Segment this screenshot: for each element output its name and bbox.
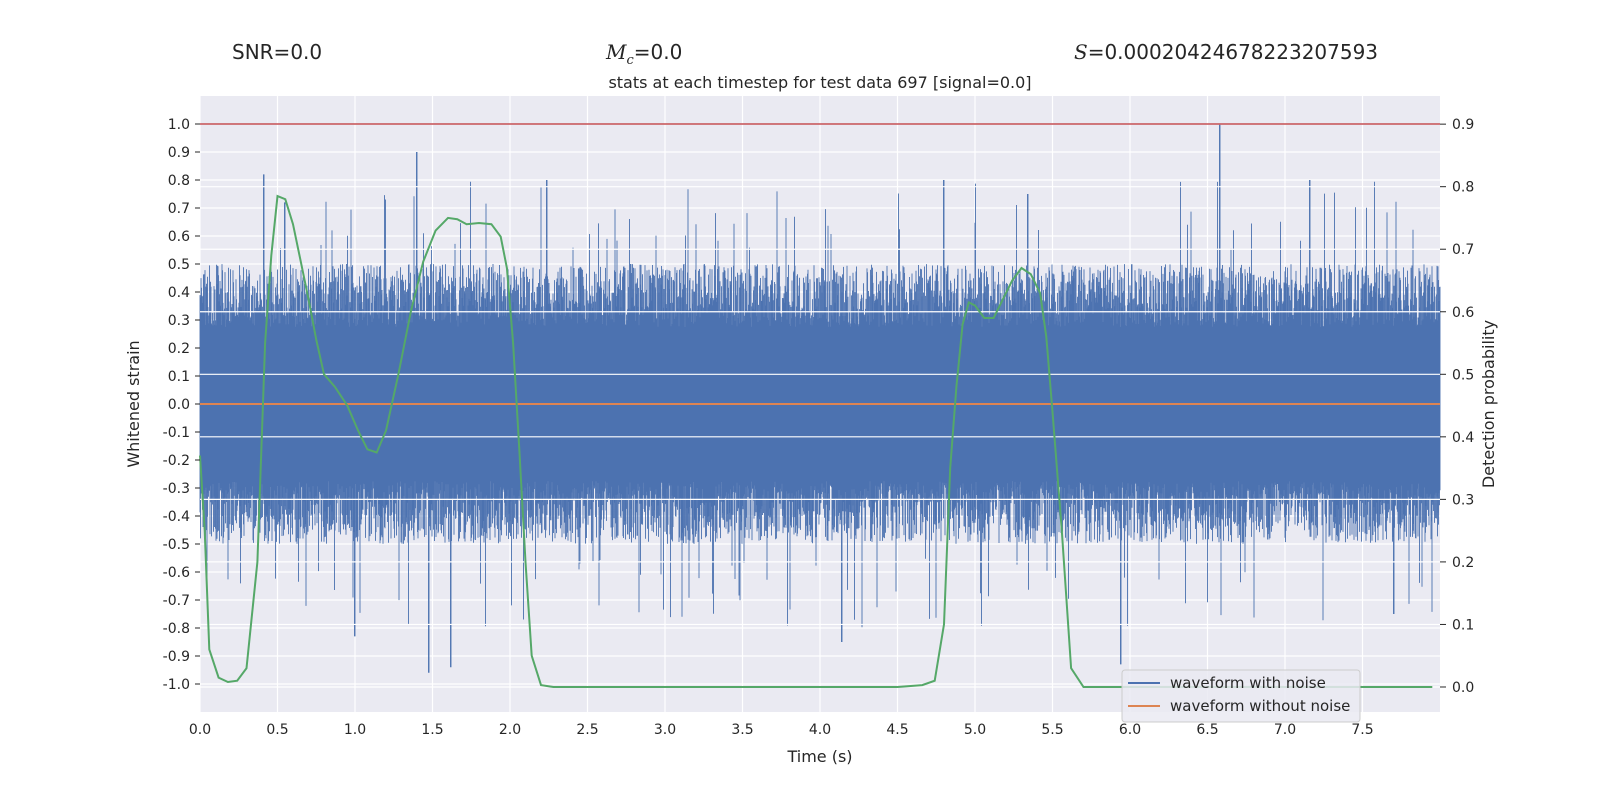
y-tick-label: 0.4 xyxy=(168,285,190,301)
y2-tick-label: 0.0 xyxy=(1452,680,1474,696)
x-tick-label: 6.0 xyxy=(1119,722,1141,738)
x-tick-label: 0.0 xyxy=(189,722,211,738)
snr-label: SNR=0.0 xyxy=(232,40,322,64)
snr-label-text: SNR= xyxy=(232,40,291,64)
y-tick-label: -0.5 xyxy=(163,537,190,553)
snr-value: 0.0 xyxy=(290,40,323,64)
y2-tick-label: 0.6 xyxy=(1452,305,1474,321)
x-tick-label: 7.5 xyxy=(1351,722,1373,738)
x-tick-label: 7.0 xyxy=(1274,722,1296,738)
y-tick-label: -0.1 xyxy=(163,425,190,441)
mc-value: =0.0 xyxy=(633,40,683,64)
mc-subscript: c xyxy=(626,53,634,68)
x-tick-label: 5.5 xyxy=(1041,722,1063,738)
y-tick-label: 0.2 xyxy=(168,341,190,357)
x-tick-label: 4.0 xyxy=(809,722,831,738)
y-tick-label: -0.8 xyxy=(163,621,190,637)
y-tick-label: 0.5 xyxy=(168,257,190,273)
x-tick-label: 3.5 xyxy=(731,722,753,738)
x-axis-ticks: 0.0 0.5 1.0 1.5 2.0 2.5 3.0 3.5 4.0 4.5 5.0 5.5 6.0 6… xyxy=(189,722,1374,738)
x-tick-label: 0.5 xyxy=(266,722,288,738)
legend-label-noise: waveform with noise xyxy=(1170,674,1326,692)
y2-tick-label: 0.9 xyxy=(1452,117,1474,133)
y2-tick-label: 0.2 xyxy=(1452,555,1474,571)
s-statistic-label: S=0.0002042467822320759​3 xyxy=(1074,40,1378,64)
mc-symbol: M xyxy=(606,40,627,64)
y-tick-label: 0.8 xyxy=(168,173,190,189)
y2-tick-label: 0.3 xyxy=(1452,492,1474,508)
y2-tick-label: 0.7 xyxy=(1452,242,1474,258)
x-tick-label: 4.5 xyxy=(886,722,908,738)
series-detection-probability-line xyxy=(199,194,1433,688)
s-value: =0.0002042467822320759​3 xyxy=(1087,40,1379,64)
y-tick-label: -1.0 xyxy=(163,677,190,693)
x-tick-label: 5.0 xyxy=(964,722,986,738)
legend: waveform with noise waveform without noi… xyxy=(1121,669,1361,723)
y-axis-ticks: 1.0 0.9 0.8 0.7 0.6 0.5 0.4 0.3 0.2 0.1 0.0 -0.1 -0.… xyxy=(163,117,200,693)
y-tick-label: -0.2 xyxy=(163,453,190,469)
x-tick-label: 1.0 xyxy=(344,722,366,738)
y2-tick-label: 0.4 xyxy=(1452,430,1474,446)
y-tick-label: 0.7 xyxy=(168,201,190,217)
y-tick-label: 0.9 xyxy=(168,145,190,161)
y-tick-label: -0.9 xyxy=(163,649,190,665)
x-tick-label: 6.5 xyxy=(1196,722,1218,738)
chirp-mass-label: Mc=0.0 xyxy=(606,40,682,68)
legend-frame xyxy=(1121,669,1361,723)
x-tick-label: 1.5 xyxy=(421,722,443,738)
y2-tick-label: 0.5 xyxy=(1452,367,1474,383)
y-axis-label: Whitened strain xyxy=(124,340,143,467)
legend-label-clean: waveform without noise xyxy=(1170,697,1350,715)
y-tick-label: 0.6 xyxy=(168,229,190,245)
y-tick-label: 0.3 xyxy=(168,313,190,329)
x-tick-label: 2.5 xyxy=(576,722,598,738)
y-tick-label: -0.6 xyxy=(163,565,190,581)
chart-title: stats at each timestep for test data 697… xyxy=(608,73,1031,92)
y-tick-label: 0.1 xyxy=(168,369,190,385)
y-tick-label: 0.0 xyxy=(168,397,190,413)
y2-axis-ticks: 0.9 0.8 0.7 0.6 0.5 0.4 0.3 0.2 0.1 0.0 xyxy=(1440,117,1474,696)
y-tick-label: 1.0 xyxy=(168,117,190,133)
x-tick-label: 3.0 xyxy=(654,722,676,738)
x-axis-label: Time (s) xyxy=(786,747,852,766)
y2-tick-label: 0.8 xyxy=(1452,180,1474,196)
s-symbol: S xyxy=(1074,40,1088,64)
y-tick-label: -0.4 xyxy=(163,509,190,525)
x-tick-label: 2.0 xyxy=(499,722,521,738)
y-tick-label: -0.3 xyxy=(163,481,190,497)
y2-tick-label: 0.1 xyxy=(1452,617,1474,633)
y-tick-label: -0.7 xyxy=(163,593,190,609)
y2-axis-label: Detection probability xyxy=(1479,320,1498,488)
